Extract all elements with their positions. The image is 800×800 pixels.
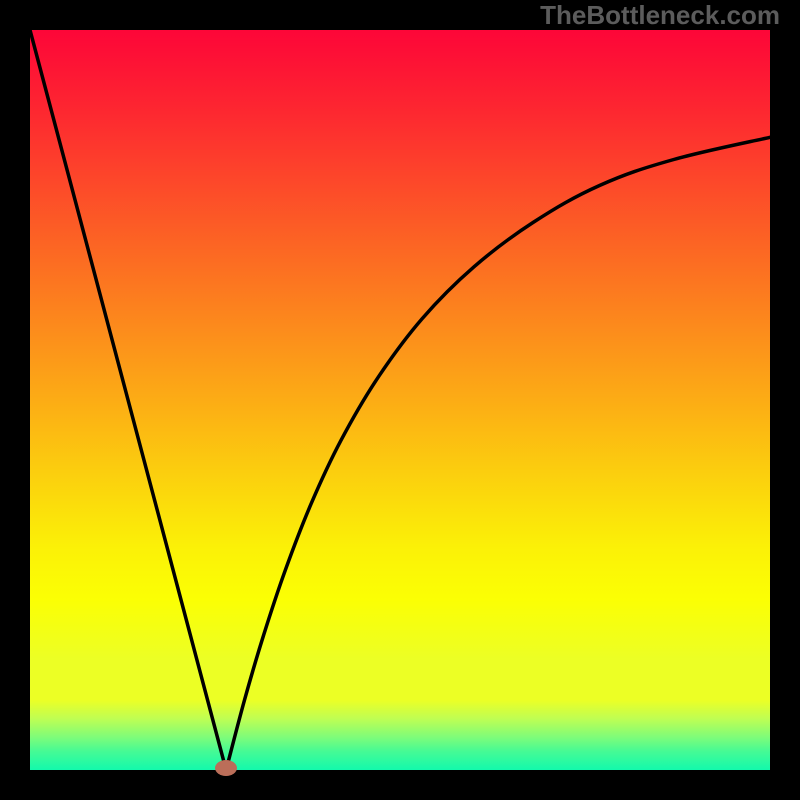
chart-container: TheBottleneck.com: [0, 0, 800, 800]
watermark: TheBottleneck.com: [540, 0, 780, 31]
curve-svg: [30, 30, 770, 770]
dip-marker: [215, 760, 237, 776]
bottleneck-curve: [30, 30, 770, 770]
plot-area: [30, 30, 770, 770]
